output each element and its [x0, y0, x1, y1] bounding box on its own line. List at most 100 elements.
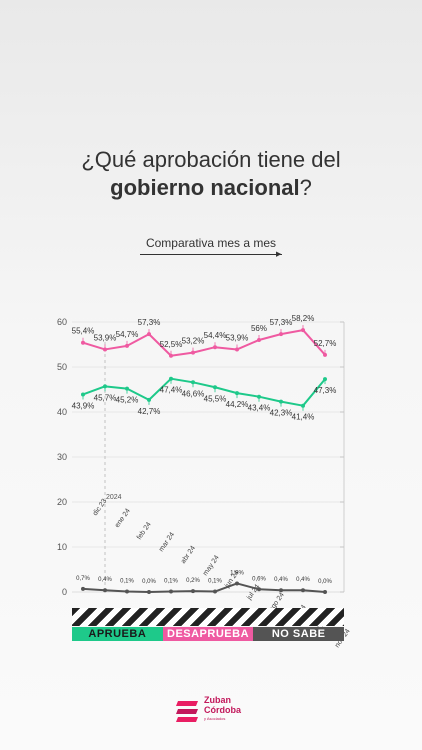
- data-point-desaprueba: [103, 347, 107, 352]
- data-label-no_sabe: 0,1%: [164, 579, 178, 585]
- data-point-aprueba: [125, 386, 129, 391]
- title-question-mark: ?: [299, 175, 312, 200]
- data-label-no_sabe: 0,1%: [208, 579, 222, 585]
- arrow-right-icon: ▶: [276, 251, 282, 258]
- chart-title: ¿Qué aprobación tiene del gobierno nacio…: [0, 146, 422, 202]
- y-tick-label: 30: [57, 452, 67, 462]
- data-label-desaprueba: 53,9%: [226, 333, 249, 342]
- year-marker-label: 2024: [106, 494, 122, 501]
- title-bold: gobierno nacional: [110, 175, 300, 200]
- data-point-desaprueba: [125, 343, 129, 348]
- data-point-no_sabe: [323, 590, 327, 594]
- data-point-no_sabe: [125, 589, 129, 594]
- y-tick-label: 0: [62, 587, 67, 597]
- data-point-desaprueba: [169, 353, 173, 358]
- data-label-no_sabe: 0,0%: [318, 579, 332, 585]
- data-point-desaprueba: [191, 350, 195, 355]
- x-tick-label: ene 24: [114, 508, 132, 530]
- title-line-2: gobierno nacional?: [0, 174, 422, 202]
- subtitle-underline: [140, 254, 282, 255]
- data-point-aprueba: [301, 403, 305, 408]
- data-point-aprueba: [257, 394, 261, 399]
- data-label-aprueba: 45,7%: [94, 393, 117, 402]
- legend-no-sabe: NO SABE: [253, 627, 345, 641]
- data-label-aprueba: 44,2%: [226, 400, 249, 409]
- data-point-no_sabe: [169, 589, 173, 594]
- data-point-desaprueba: [213, 345, 217, 350]
- data-point-no_sabe: [279, 588, 283, 593]
- logo-tagline: y Asociados: [204, 716, 226, 721]
- data-label-desaprueba: 53,2%: [182, 337, 205, 346]
- data-point-aprueba: [191, 380, 195, 385]
- data-label-desaprueba: 56%: [251, 324, 267, 333]
- data-point-desaprueba: [279, 332, 283, 337]
- data-point-no_sabe: [147, 590, 151, 594]
- series-line-desaprueba: [82, 329, 326, 357]
- data-point-desaprueba: [147, 332, 151, 337]
- chart-subtitle: Comparativa mes a mes: [145, 236, 277, 250]
- data-label-no_sabe: 0,1%: [120, 579, 134, 585]
- data-point-desaprueba: [81, 340, 85, 345]
- x-tick-label: dic 23: [92, 498, 109, 517]
- series-line-no_sabe: [82, 582, 326, 593]
- x-tick-label: may 24: [202, 554, 221, 577]
- data-label-desaprueba: 52,7%: [314, 339, 337, 348]
- data-label-aprueba: 47,4%: [160, 386, 183, 395]
- data-point-aprueba: [169, 376, 173, 381]
- data-label-no_sabe: 0,7%: [76, 576, 90, 582]
- data-label-no_sabe: 0,0%: [142, 579, 156, 585]
- data-point-no_sabe: [213, 589, 217, 594]
- data-point-desaprueba: [323, 352, 327, 357]
- data-point-aprueba: [103, 384, 107, 389]
- data-label-no_sabe: 0,4%: [296, 577, 310, 583]
- data-point-desaprueba: [301, 328, 305, 333]
- data-label-aprueba: 43,4%: [248, 404, 271, 413]
- striped-band: [72, 608, 344, 626]
- data-label-aprueba: 45,2%: [116, 396, 139, 405]
- data-label-aprueba: 45,5%: [204, 394, 227, 403]
- data-label-desaprueba: 54,7%: [116, 330, 139, 339]
- data-label-aprueba: 42,7%: [138, 407, 161, 416]
- data-label-no_sabe: 0,6%: [252, 576, 266, 582]
- data-label-no_sabe: 0,4%: [274, 577, 288, 583]
- data-point-no_sabe: [257, 587, 261, 592]
- data-label-aprueba: 42,3%: [270, 409, 293, 418]
- data-label-no_sabe: 0,2%: [186, 578, 200, 584]
- data-point-aprueba: [81, 392, 85, 397]
- data-point-no_sabe: [103, 588, 107, 593]
- y-tick-label: 20: [57, 497, 67, 507]
- data-point-desaprueba: [257, 338, 261, 342]
- logo-wordmark: Zuban Córdoba: [204, 695, 241, 715]
- data-point-aprueba: [323, 377, 327, 382]
- data-point-no_sabe: [191, 589, 195, 594]
- logo-line-2: Córdoba: [204, 705, 241, 715]
- y-tick-label: 40: [57, 407, 67, 417]
- data-label-aprueba: 46,6%: [182, 389, 205, 398]
- data-label-desaprueba: 53,9%: [94, 333, 117, 342]
- data-label-aprueba: 43,9%: [72, 401, 95, 410]
- data-label-no_sabe: 0,4%: [98, 577, 112, 583]
- legend-aprueba: APRUEBA: [72, 627, 163, 641]
- data-label-desaprueba: 52,5%: [160, 340, 183, 349]
- data-label-desaprueba: 57,3%: [138, 318, 161, 327]
- data-label-no_sabe: 1,9%: [230, 570, 244, 576]
- data-label-aprueba: 47,3%: [314, 386, 337, 395]
- legend: APRUEBA DESAPRUEBA NO SABE: [72, 627, 345, 641]
- data-point-aprueba: [279, 399, 283, 404]
- data-point-aprueba: [235, 391, 239, 396]
- data-point-no_sabe: [81, 586, 85, 591]
- data-label-desaprueba: 58,2%: [292, 314, 315, 323]
- data-label-desaprueba: 57,3%: [270, 318, 293, 327]
- x-tick-label: feb 24: [136, 521, 153, 541]
- y-tick-label: 50: [57, 362, 67, 372]
- series-line-aprueba: [82, 377, 326, 407]
- zuban-cordoba-logo-icon: [176, 701, 198, 722]
- data-label-aprueba: 41,4%: [292, 413, 315, 422]
- data-point-no_sabe: [235, 581, 239, 586]
- legend-desaprueba: DESAPRUEBA: [162, 627, 254, 641]
- x-tick-label: abr 24: [180, 545, 197, 565]
- data-label-desaprueba: 54,4%: [204, 331, 227, 340]
- data-point-aprueba: [147, 397, 151, 402]
- data-point-aprueba: [213, 385, 217, 390]
